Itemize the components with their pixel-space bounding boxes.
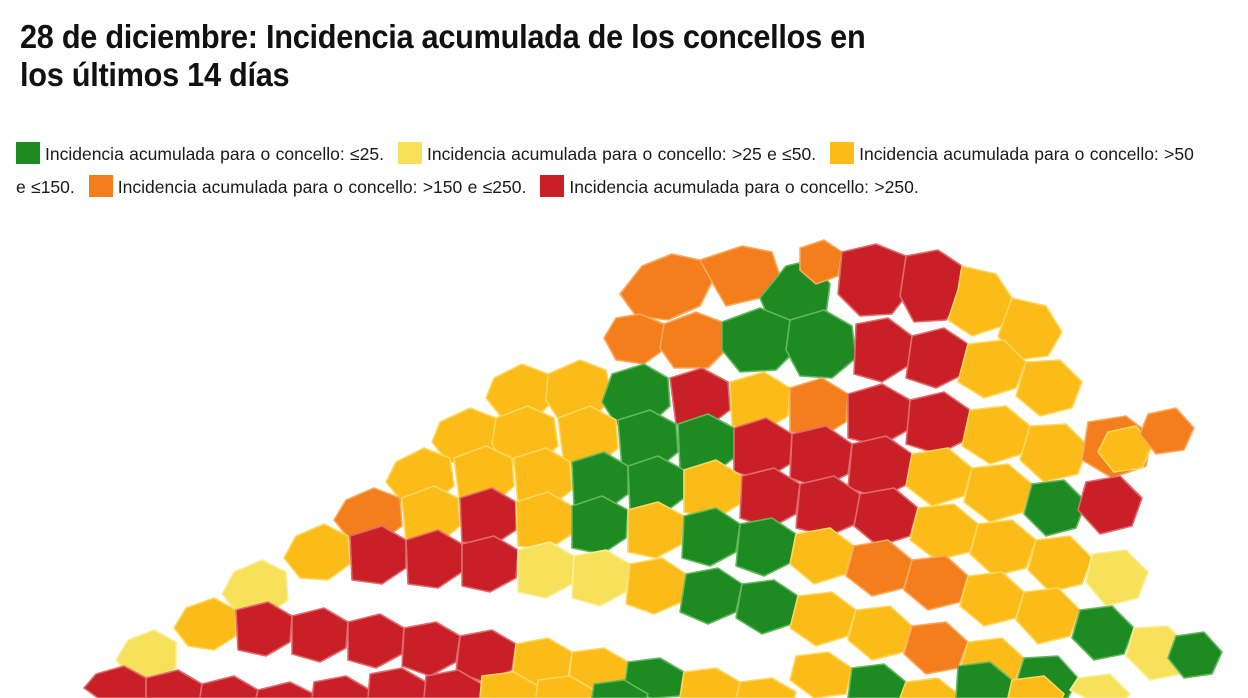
map-region[interactable] — [899, 677, 959, 698]
map-region[interactable] — [905, 447, 973, 507]
map-region[interactable] — [515, 491, 573, 551]
map-region[interactable] — [1097, 425, 1153, 473]
map-region[interactable] — [785, 309, 857, 379]
map-region[interactable] — [627, 501, 685, 559]
legend-label-4: Incidencia acumulada para o concello: >2… — [569, 177, 919, 197]
map-region[interactable] — [283, 523, 351, 581]
map-region[interactable] — [619, 253, 713, 321]
legend-item-2: Incidencia acumulada para o concello: >5… — [16, 142, 1194, 197]
map-region[interactable] — [789, 591, 857, 647]
map-region[interactable] — [83, 665, 147, 698]
page-title-line-1: 28 de diciembre: Incidencia acumulada de… — [20, 18, 866, 55]
map-region[interactable] — [255, 681, 315, 698]
map-region[interactable] — [909, 503, 979, 561]
map-region[interactable] — [485, 363, 555, 421]
map-region[interactable] — [1085, 549, 1149, 607]
map-region[interactable] — [405, 529, 463, 589]
map-region[interactable] — [1023, 479, 1087, 537]
galicia-municipalities-map — [83, 239, 1223, 698]
legend-swatch-1 — [397, 142, 422, 164]
map-region[interactable] — [735, 579, 799, 635]
map-region[interactable] — [349, 525, 407, 585]
map-region[interactable] — [961, 405, 1031, 465]
map-region[interactable] — [959, 571, 1025, 627]
map-region[interactable] — [735, 677, 797, 698]
map-region[interactable] — [347, 613, 405, 669]
map-region[interactable] — [853, 487, 919, 547]
map-region[interactable] — [789, 651, 853, 698]
map-region[interactable] — [735, 517, 797, 577]
legend-swatch-2 — [830, 142, 855, 164]
map-region[interactable] — [571, 495, 629, 555]
legend-item-1: Incidencia acumulada para o concello: >2… — [397, 142, 830, 164]
map-region[interactable] — [367, 667, 427, 698]
legend-swatch-4 — [540, 175, 565, 197]
map-region[interactable] — [1167, 631, 1223, 679]
map-region[interactable] — [461, 535, 519, 593]
map-region[interactable] — [1139, 407, 1195, 455]
map-region[interactable] — [545, 359, 613, 423]
map-region[interactable] — [1071, 605, 1135, 661]
legend-item-3: Incidencia acumulada para o concello: >1… — [88, 175, 541, 197]
legend-label-0: Incidencia acumulada para o concello: ≤2… — [45, 144, 384, 164]
map-region[interactable] — [591, 679, 649, 698]
legend-swatch-3 — [88, 175, 113, 197]
map-region[interactable] — [963, 463, 1033, 523]
map-region[interactable] — [517, 541, 575, 599]
map-region[interactable] — [847, 435, 913, 499]
map-region[interactable] — [853, 317, 913, 383]
map-region[interactable] — [905, 391, 971, 455]
map-region[interactable] — [571, 549, 631, 607]
map-region[interactable] — [679, 667, 741, 698]
map-region[interactable] — [729, 371, 791, 433]
legend-label-2: Incidencia acumulada para o concello: >5… — [16, 144, 1194, 197]
map-region[interactable] — [845, 539, 913, 597]
page-title-line-2: los últimos 14 días — [20, 56, 290, 93]
map-region[interactable] — [173, 597, 237, 651]
map-region[interactable] — [235, 601, 293, 657]
map-region[interactable] — [291, 607, 349, 663]
legend-item-0: Incidencia acumulada para o concello: ≤2… — [16, 142, 398, 164]
map-region[interactable] — [903, 555, 969, 611]
legend-item-4: Incidencia acumulada para o concello: >2… — [540, 175, 932, 197]
map-region[interactable] — [957, 339, 1027, 399]
map-region[interactable] — [1015, 359, 1083, 417]
map-region[interactable] — [1007, 675, 1065, 698]
map-region[interactable] — [969, 519, 1037, 577]
map-region[interactable] — [1015, 587, 1081, 645]
map-region[interactable] — [679, 567, 743, 625]
map-region[interactable] — [847, 605, 913, 661]
map-region-group — [83, 239, 1223, 698]
map-region[interactable] — [847, 663, 907, 698]
map-region[interactable] — [847, 383, 911, 447]
legend-label-1: Incidencia acumulada para o concello: >2… — [426, 144, 817, 164]
map-region[interactable] — [1027, 535, 1093, 593]
map-region[interactable] — [459, 487, 517, 547]
map-region[interactable] — [659, 311, 729, 369]
map-region[interactable] — [1019, 423, 1089, 483]
map-region[interactable] — [789, 527, 855, 585]
map-region[interactable] — [1077, 475, 1143, 535]
map-legend: Incidencia acumulada para o concello: ≤2… — [16, 138, 1201, 204]
map-region[interactable] — [681, 507, 741, 567]
map-region[interactable] — [1069, 673, 1131, 698]
map-region[interactable] — [401, 621, 461, 677]
map-region[interactable] — [837, 243, 913, 317]
map-region[interactable] — [721, 307, 799, 373]
map-region[interactable] — [603, 313, 667, 365]
page-title: 28 de diciembre: Incidencia acumulada de… — [20, 18, 1200, 94]
map-region[interactable] — [997, 297, 1063, 361]
map-region[interactable] — [739, 467, 801, 529]
legend-swatch-0 — [16, 142, 40, 164]
map-region[interactable] — [947, 265, 1013, 337]
map-region[interactable] — [311, 675, 371, 698]
map-region[interactable] — [799, 239, 843, 285]
map-region[interactable] — [199, 675, 259, 698]
map-region[interactable] — [625, 557, 687, 615]
choropleth-map — [0, 236, 1248, 698]
legend-label-3: Incidencia acumulada para o concello: >1… — [117, 177, 527, 197]
